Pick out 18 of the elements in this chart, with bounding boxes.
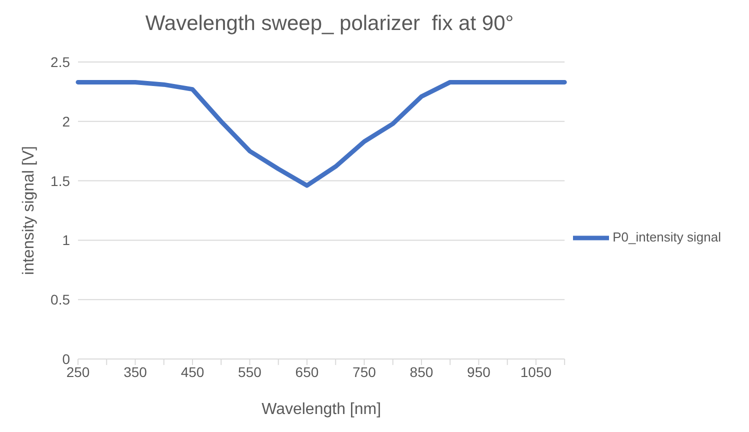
legend-label: P0_intensity signal xyxy=(612,229,721,244)
x-tick-label: 550 xyxy=(238,364,262,380)
x-tick-label: 450 xyxy=(180,364,204,380)
x-tick-label: 650 xyxy=(295,364,319,380)
y-tick-label: 1.5 xyxy=(50,172,70,189)
x-tick-label: 1050 xyxy=(520,364,552,380)
y-axis-title: intensity signal [V] xyxy=(20,146,38,275)
x-tick-label: 950 xyxy=(467,364,491,380)
chart-title: Wavelength sweep_ polarizer fix at 90° xyxy=(144,11,515,37)
x-tick-label: 750 xyxy=(352,364,376,380)
x-axis-title: Wavelength [nm] xyxy=(262,401,382,418)
y-tick-label: 0.5 xyxy=(50,292,70,308)
x-tick-label: 350 xyxy=(124,364,148,380)
line-series xyxy=(76,80,567,188)
x-tick-label: 850 xyxy=(410,364,434,380)
y-tick-label: 2.5 xyxy=(50,54,70,70)
y-tick-label: 1 xyxy=(62,232,70,248)
y-tick-label: 2 xyxy=(62,113,70,130)
